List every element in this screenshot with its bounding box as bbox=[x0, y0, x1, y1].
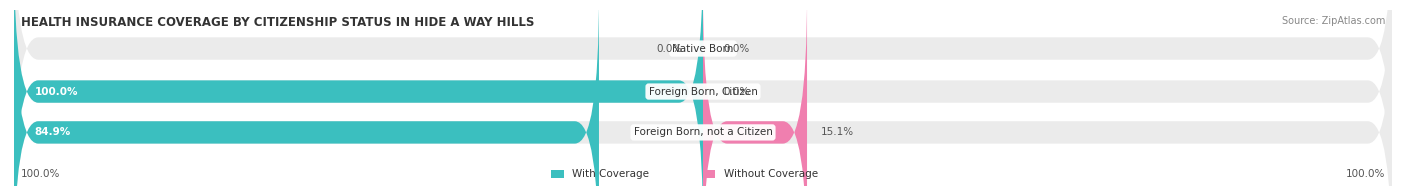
Text: 84.9%: 84.9% bbox=[35, 127, 70, 137]
Text: 100.0%: 100.0% bbox=[21, 169, 60, 179]
FancyBboxPatch shape bbox=[14, 0, 703, 196]
Text: Source: ZipAtlas.com: Source: ZipAtlas.com bbox=[1282, 16, 1385, 26]
Text: 15.1%: 15.1% bbox=[821, 127, 853, 137]
FancyBboxPatch shape bbox=[703, 0, 807, 196]
FancyBboxPatch shape bbox=[703, 171, 716, 178]
Text: 100.0%: 100.0% bbox=[1346, 169, 1385, 179]
Text: 0.0%: 0.0% bbox=[724, 44, 749, 54]
Text: 100.0%: 100.0% bbox=[35, 87, 79, 97]
FancyBboxPatch shape bbox=[551, 171, 564, 178]
Text: 0.0%: 0.0% bbox=[657, 44, 682, 54]
Text: Foreign Born, not a Citizen: Foreign Born, not a Citizen bbox=[634, 127, 772, 137]
FancyBboxPatch shape bbox=[14, 0, 1392, 196]
Text: Without Coverage: Without Coverage bbox=[724, 169, 818, 179]
FancyBboxPatch shape bbox=[14, 0, 1392, 188]
Text: With Coverage: With Coverage bbox=[572, 169, 650, 179]
FancyBboxPatch shape bbox=[14, 0, 1392, 196]
Text: Native Born: Native Born bbox=[672, 44, 734, 54]
Text: 0.0%: 0.0% bbox=[724, 87, 749, 97]
Text: HEALTH INSURANCE COVERAGE BY CITIZENSHIP STATUS IN HIDE A WAY HILLS: HEALTH INSURANCE COVERAGE BY CITIZENSHIP… bbox=[21, 16, 534, 29]
FancyBboxPatch shape bbox=[14, 0, 599, 196]
Text: Foreign Born, Citizen: Foreign Born, Citizen bbox=[648, 87, 758, 97]
